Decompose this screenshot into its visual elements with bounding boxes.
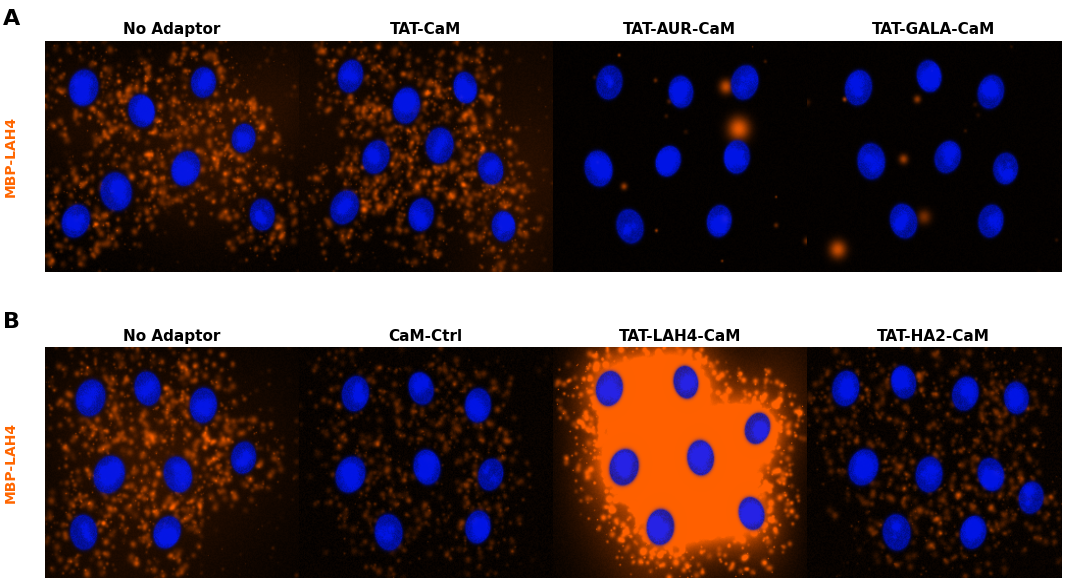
Text: No Adaptor: No Adaptor (124, 329, 220, 344)
Text: TAT-GALA-CaM: TAT-GALA-CaM (872, 22, 996, 37)
Text: TAT-HA2-CaM: TAT-HA2-CaM (878, 329, 990, 344)
Text: MBP-LAH4: MBP-LAH4 (3, 422, 18, 503)
Text: TAT-LAH4-CaM: TAT-LAH4-CaM (619, 329, 741, 344)
Text: No Adaptor: No Adaptor (124, 22, 220, 37)
Text: A: A (3, 9, 20, 29)
Text: TAT-AUR-CaM: TAT-AUR-CaM (623, 22, 736, 37)
Text: B: B (3, 312, 20, 332)
Text: TAT-CaM: TAT-CaM (390, 22, 461, 37)
Text: CaM-Ctrl: CaM-Ctrl (389, 329, 463, 344)
Text: MBP-LAH4: MBP-LAH4 (3, 116, 18, 197)
